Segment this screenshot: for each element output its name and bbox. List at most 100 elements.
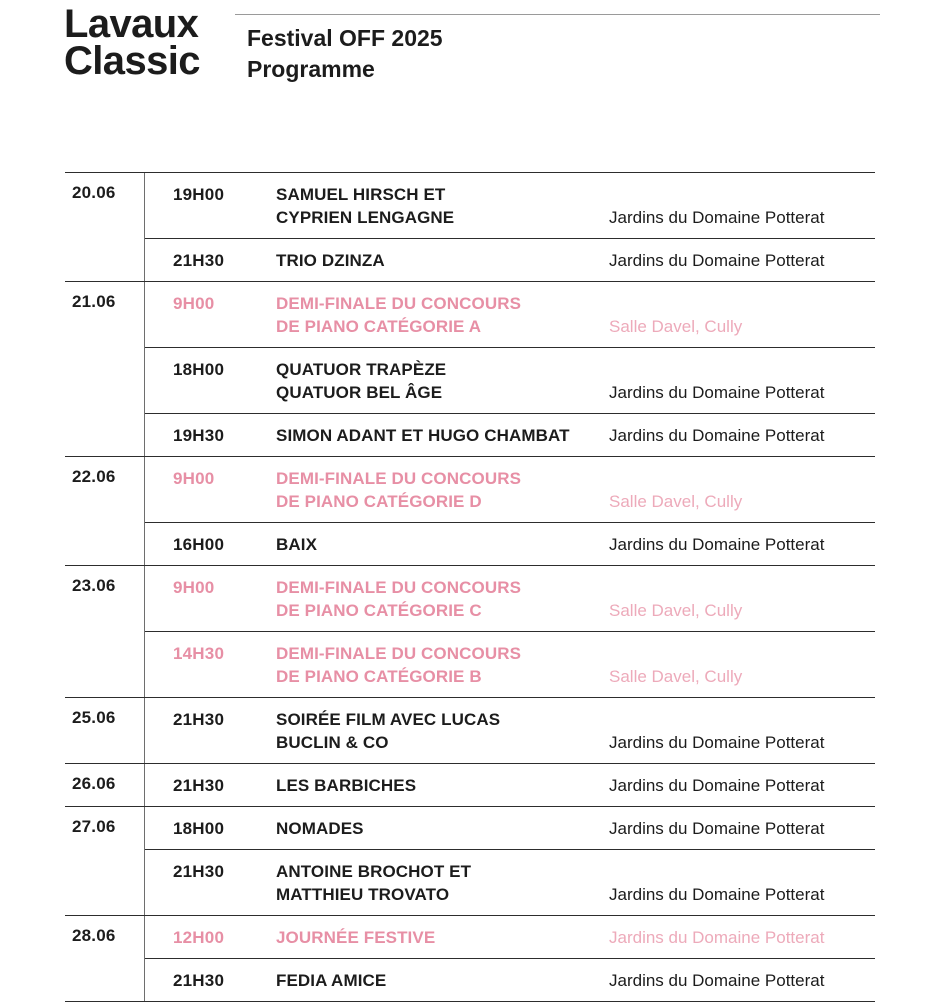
venue-label: Jardins du Domaine Potterat (609, 971, 825, 990)
date-group: 28.06 12H00 JOURNÉE FESTIVE Jardins du Doma… (65, 915, 875, 1001)
date-group-rows: 19H00 SAMUEL HIRSCH ET CYPRIEN LENGAGNE Jar… (144, 173, 875, 281)
schedule-row: 21H30 TRIO DZINZA Jardins du Domaine Potte… (145, 238, 875, 281)
date-label: 22.06 (72, 467, 116, 486)
schedule-row: 19H00 SAMUEL HIRSCH ET CYPRIEN LENGAGNE Jar… (145, 173, 875, 238)
time-label: 14H30 (173, 644, 225, 663)
venue-label: Salle Davel, Cully (609, 492, 743, 511)
date-group-rows: 21H30 LES BARBICHES Jardins du Domaine Pot… (144, 764, 875, 806)
venue-label: Jardins du Domaine Potterat (609, 819, 825, 838)
venue-label: Jardins du Domaine Potterat (609, 208, 825, 227)
event-name-line: DEMI-FINALE DU CONCOURS (276, 294, 522, 313)
event-name: SAMUEL HIRSCH ET CYPRIEN LENGAGNE (276, 183, 609, 229)
time-label: 21H30 (173, 776, 225, 795)
schedule-row: 21H30 ANTOINE BROCHOT ET MATTHIEU TROVATO J… (145, 849, 875, 915)
date-group: 27.06 18H00 NOMADES Jardins du Domaine Pott… (65, 806, 875, 915)
event-name: ANTOINE BROCHOT ET MATTHIEU TROVATO (276, 860, 609, 906)
logo-line-1: Lavaux (64, 2, 199, 46)
event-name-line: DEMI-FINALE DU CONCOURS (276, 469, 522, 488)
event-name: LES BARBICHES (276, 774, 609, 797)
date-group: 21.06 9H00 DEMI-FINALE DU CONCOURS DE PIANO… (65, 281, 875, 456)
event-name-line: DE PIANO CATÉGORIE D (276, 492, 482, 511)
event-name: DEMI-FINALE DU CONCOURS DE PIANO CATÉGORI… (276, 576, 609, 622)
time-label: 9H00 (173, 578, 215, 597)
date-group-rows: 9H00 DEMI-FINALE DU CONCOURS DE PIANO CATÉ… (144, 457, 875, 565)
event-name-line: BAIX (276, 535, 318, 554)
event-name: TRIO DZINZA (276, 249, 609, 272)
schedule-row: 19H30 SIMON ADANT ET HUGO CHAMBAT Jardins … (145, 413, 875, 456)
lavaux-classic-logo: Lavaux Classic (64, 2, 201, 83)
event-name: DEMI-FINALE DU CONCOURS DE PIANO CATÉGORI… (276, 467, 609, 513)
event-name: SOIRÉE FILM AVEC LUCAS BUCLIN & CO (276, 708, 609, 754)
event-name-line: DE PIANO CATÉGORIE B (276, 667, 482, 686)
venue-label: Jardins du Domaine Potterat (609, 733, 825, 752)
time-label: 16H00 (173, 535, 225, 554)
event-name-line: QUATUOR TRAPÈZE (276, 360, 447, 379)
event-name-line: BUCLIN & CO (276, 733, 389, 752)
schedule-row: 9H00 DEMI-FINALE DU CONCOURS DE PIANO CATÉ… (145, 282, 875, 347)
venue-label: Salle Davel, Cully (609, 317, 743, 336)
event-name-line: DEMI-FINALE DU CONCOURS (276, 578, 522, 597)
date-label: 28.06 (72, 926, 116, 945)
event-name-line: LES BARBICHES (276, 776, 417, 795)
venue-label: Jardins du Domaine Potterat (609, 885, 825, 904)
event-name-line: DEMI-FINALE DU CONCOURS (276, 644, 522, 663)
event-name-line: JOURNÉE FESTIVE (276, 928, 436, 947)
time-label: 9H00 (173, 469, 215, 488)
date-group-rows: 18H00 NOMADES Jardins du Domaine Potterat 2… (144, 807, 875, 915)
venue-label: Jardins du Domaine Potterat (609, 251, 825, 270)
venue-label: Salle Davel, Cully (609, 601, 743, 620)
event-name: DEMI-FINALE DU CONCOURS DE PIANO CATÉGORI… (276, 642, 609, 688)
date-label: 21.06 (72, 292, 116, 311)
time-label: 21H30 (173, 862, 225, 881)
schedule-row: 18H00 QUATUOR TRAPÈZE QUATUOR BEL ÂGE Jardi… (145, 347, 875, 413)
event-name: BAIX (276, 533, 609, 556)
event-name: QUATUOR TRAPÈZE QUATUOR BEL ÂGE (276, 358, 609, 404)
date-label: 27.06 (72, 817, 116, 836)
venue-label: Jardins du Domaine Potterat (609, 426, 825, 445)
date-label: 26.06 (72, 774, 116, 793)
venue-label: Jardins du Domaine Potterat (609, 535, 825, 554)
programme-table: 20.06 19H00 SAMUEL HIRSCH ET CYPRIEN LENGAG… (65, 172, 875, 1002)
schedule-row: 9H00 DEMI-FINALE DU CONCOURS DE PIANO CATÉ… (145, 566, 875, 631)
page-subtitle: Programme (247, 56, 375, 82)
schedule-row: 12H00 JOURNÉE FESTIVE Jardins du Domaine P… (145, 916, 875, 958)
date-group: 22.06 9H00 DEMI-FINALE DU CONCOURS DE PIANO… (65, 456, 875, 565)
time-label: 21H30 (173, 251, 225, 270)
event-name-line: TRIO DZINZA (276, 251, 385, 270)
event-name-line: ANTOINE BROCHOT ET (276, 862, 472, 881)
time-label: 18H00 (173, 360, 225, 379)
date-label: 23.06 (72, 576, 116, 595)
time-label: 19H00 (173, 185, 225, 204)
event-name: FEDIA AMICE (276, 969, 609, 992)
event-name: JOURNÉE FESTIVE (276, 926, 609, 949)
logo-line-2: Classic (64, 39, 201, 83)
schedule-row: 16H00 BAIX Jardins du Domaine Potterat (145, 522, 875, 565)
time-label: 21H30 (173, 710, 225, 729)
schedule-row: 21H30 SOIRÉE FILM AVEC LUCAS BUCLIN & CO Ja… (145, 698, 875, 763)
time-label: 9H00 (173, 294, 215, 313)
page-header: Festival OFF 2025 Programme (235, 14, 880, 85)
schedule-row: 21H30 FEDIA AMICE Jardins du Domaine Potte… (145, 958, 875, 1001)
event-name-line: DE PIANO CATÉGORIE A (276, 317, 482, 336)
event-name: NOMADES (276, 817, 609, 840)
date-group-rows: 12H00 JOURNÉE FESTIVE Jardins du Domaine P… (144, 916, 875, 1001)
event-name-line: NOMADES (276, 819, 364, 838)
event-name-line: SIMON ADANT ET HUGO CHAMBAT (276, 426, 570, 445)
event-name: SIMON ADANT ET HUGO CHAMBAT (276, 424, 609, 447)
venue-label: Jardins du Domaine Potterat (609, 928, 825, 947)
venue-label: Jardins du Domaine Potterat (609, 776, 825, 795)
venue-label: Jardins du Domaine Potterat (609, 383, 825, 402)
schedule-row: 9H00 DEMI-FINALE DU CONCOURS DE PIANO CATÉ… (145, 457, 875, 522)
schedule-row: 21H30 LES BARBICHES Jardins du Domaine Pot… (145, 764, 875, 806)
time-label: 21H30 (173, 971, 225, 990)
event-name-line: FEDIA AMICE (276, 971, 387, 990)
schedule-row: 18H00 NOMADES Jardins du Domaine Potterat (145, 807, 875, 849)
date-group: 23.06 9H00 DEMI-FINALE DU CONCOURS DE PIANO… (65, 565, 875, 697)
date-label: 20.06 (72, 183, 116, 202)
time-label: 12H00 (173, 928, 225, 947)
date-group-rows: 21H30 SOIRÉE FILM AVEC LUCAS BUCLIN & CO Ja… (144, 698, 875, 763)
event-name-line: MATTHIEU TROVATO (276, 885, 450, 904)
time-label: 18H00 (173, 819, 225, 838)
event-name-line: DE PIANO CATÉGORIE C (276, 601, 482, 620)
